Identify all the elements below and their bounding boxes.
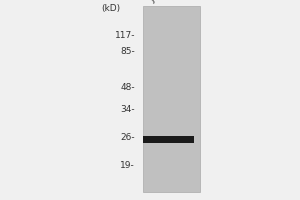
Bar [142,136,194,143]
Text: Jurkat: Jurkat [148,0,173,4]
Text: (kD): (kD) [101,4,121,14]
Text: 19-: 19- [120,160,135,170]
Bar [142,6,200,192]
Text: 26-: 26- [120,132,135,142]
Text: 34-: 34- [120,104,135,114]
Text: 48-: 48- [120,83,135,92]
Text: 85-: 85- [120,46,135,55]
Text: 117-: 117- [115,30,135,40]
